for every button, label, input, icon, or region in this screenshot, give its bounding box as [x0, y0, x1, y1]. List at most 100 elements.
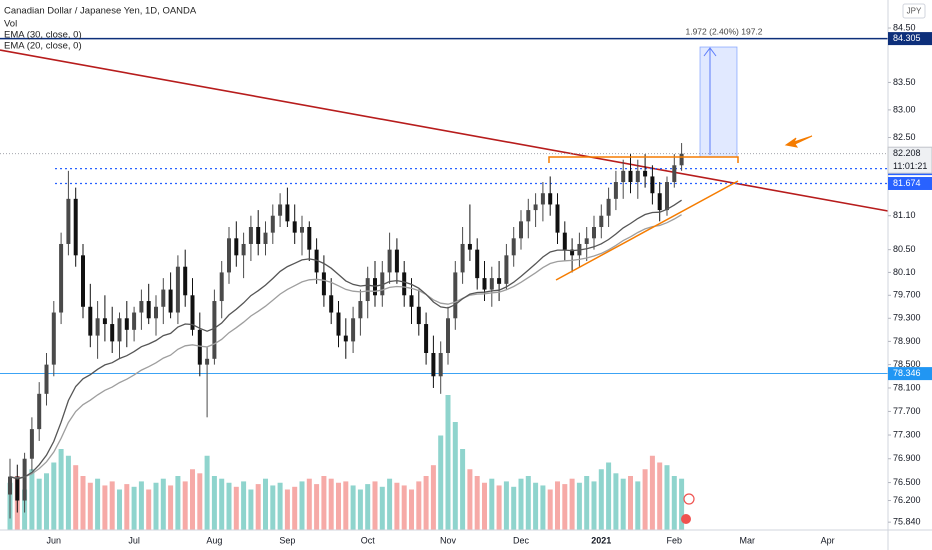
volume-bar	[591, 481, 597, 530]
candle-body	[292, 221, 297, 233]
candle-body	[387, 249, 392, 273]
volume-bar	[555, 481, 560, 530]
resistance-line	[548, 156, 739, 163]
candle-body	[190, 295, 195, 330]
volume-bar	[664, 465, 670, 530]
candle-body	[599, 215, 604, 227]
y-tick-label: 78.900	[893, 336, 921, 346]
candle-body	[519, 221, 523, 239]
candles-layer	[8, 143, 684, 519]
volume-bar	[292, 486, 298, 530]
volume-bar	[642, 469, 648, 530]
volume-bar	[51, 462, 57, 530]
y-tick-label: 77.700	[893, 406, 921, 416]
y-tick-label: 79.300	[893, 313, 921, 323]
candle-body	[511, 238, 516, 256]
candle-body	[606, 198, 611, 216]
candle-body	[66, 198, 71, 244]
candle-body	[613, 182, 618, 199]
volume-bar	[306, 478, 312, 530]
level-label-box	[888, 32, 932, 46]
candle-body	[37, 393, 42, 430]
candle-body	[402, 272, 407, 296]
volume-bar	[321, 476, 327, 530]
y-tick-label: 81.10	[893, 210, 916, 220]
volume-bar	[401, 485, 407, 530]
levels-layer	[0, 37, 888, 375]
volume-bar	[80, 476, 86, 530]
candle-body	[431, 352, 436, 377]
candle-body	[88, 306, 93, 336]
candle-body	[263, 232, 268, 244]
candle-body	[168, 289, 173, 313]
candle-body	[212, 301, 217, 359]
level-label-box	[888, 367, 932, 381]
level-label: 78.346	[893, 368, 921, 378]
volume-bar	[474, 476, 480, 530]
y-tick-label: 78.100	[893, 382, 921, 392]
candle-body	[278, 204, 283, 216]
volume-bar	[160, 478, 166, 530]
candle-body	[446, 318, 450, 353]
candle-body	[329, 295, 334, 313]
candle-body	[650, 176, 655, 194]
candle-body	[526, 210, 531, 222]
volume-bar	[73, 465, 79, 530]
volume-bar	[219, 478, 225, 530]
volume-bar	[649, 455, 655, 530]
candle-body	[562, 232, 567, 250]
event-icon[interactable]	[683, 493, 695, 505]
x-tick-label: Jun	[47, 535, 62, 545]
candle-body	[22, 458, 27, 501]
volume-bar	[175, 476, 181, 530]
volume-bar	[613, 473, 619, 530]
event-icon[interactable]	[681, 514, 691, 524]
candle-body	[475, 249, 480, 279]
volume-bar	[467, 469, 473, 530]
volume-bar	[671, 476, 677, 530]
candle-body	[416, 306, 421, 325]
volume-bar	[29, 469, 35, 530]
volume-bar	[503, 481, 509, 530]
axis-layer: 84.50 83.50 83.00 82.50 81.10 80.50 80.10 79.70…	[47, 22, 932, 545]
candle-body	[219, 272, 224, 302]
volume-bar	[620, 478, 626, 530]
volume-bar	[547, 489, 553, 530]
candle-body	[197, 329, 202, 365]
volume-bar	[387, 478, 393, 530]
volume-bar	[452, 422, 458, 530]
candle-body	[8, 476, 12, 495]
volume-bar	[489, 478, 495, 530]
volume-bar	[343, 481, 349, 530]
level-label: 84.305	[893, 33, 921, 43]
x-tick-label: Jul	[128, 535, 140, 545]
candle-body	[635, 170, 640, 183]
candle-body	[679, 153, 684, 166]
volume-bar	[109, 481, 115, 530]
candle-body	[59, 243, 64, 313]
candle-body	[548, 193, 553, 205]
candle-body	[154, 306, 158, 319]
measure-arrowhead	[703, 47, 717, 57]
candle-body	[241, 243, 246, 256]
volume-bar	[124, 484, 130, 530]
volume-bar	[576, 482, 582, 530]
volume-bar	[87, 482, 93, 530]
volume-bar	[394, 482, 400, 530]
volume-bar	[146, 489, 152, 530]
candle-body	[409, 295, 414, 307]
candle-body	[161, 289, 166, 307]
candle-body	[307, 226, 312, 250]
measure-box[interactable]	[699, 46, 738, 158]
volume-bar	[679, 478, 685, 530]
x-tick-label: Sep	[279, 535, 295, 545]
volume-layer	[7, 395, 685, 530]
x-tick-label: Oct	[361, 535, 376, 545]
volume-bar	[635, 481, 641, 530]
y-tick-label: 76.500	[893, 477, 921, 487]
candle-body	[467, 243, 472, 250]
candle-body	[657, 193, 662, 211]
volume-bar	[416, 481, 422, 530]
currency-box[interactable]	[902, 3, 926, 19]
